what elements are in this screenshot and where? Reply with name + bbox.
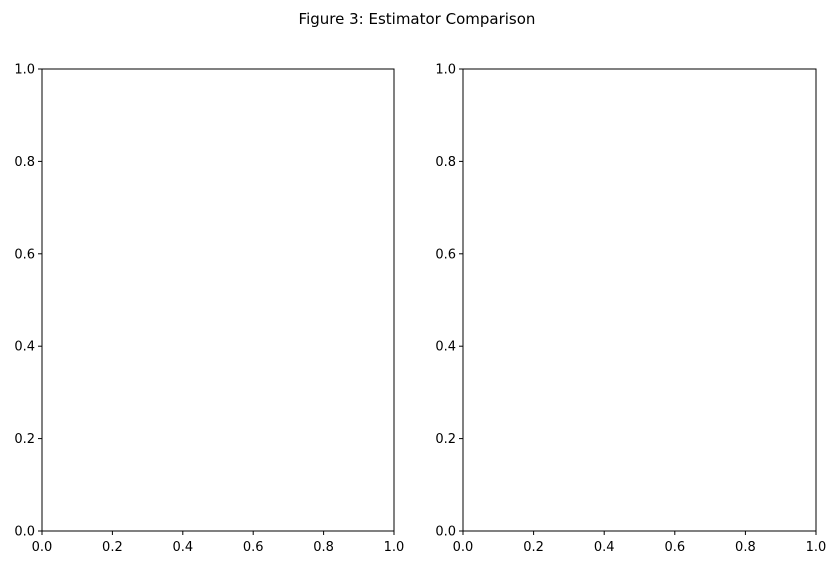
left-y-tick-label: 0.2 (14, 432, 35, 447)
right-x-tick-label: 0.2 (523, 540, 544, 555)
left-x-tick-label: 0.2 (102, 540, 123, 555)
right-y-tick-label: 0.8 (435, 155, 456, 170)
right-x-tick-label: 1.0 (806, 540, 827, 555)
left-y-tick-label: 0.6 (14, 247, 35, 262)
right-y-tick-label: 0.6 (435, 247, 456, 262)
right-x-ticks: 0.0 0.2 0.4 0.6 0.8 1.0 (453, 531, 827, 555)
left-y-tick-label: 0.8 (14, 155, 35, 170)
right-y-tick-label: 0.4 (435, 340, 456, 355)
right-y-tick-label: 0.2 (435, 432, 456, 447)
left-x-tick-label: 0.0 (32, 540, 53, 555)
right-x-tick-label: 0.8 (735, 540, 756, 555)
right-y-tick-label: 0.0 (435, 525, 456, 540)
left-y-tick-label: 0.0 (14, 525, 35, 540)
left-axes-frame (41, 68, 395, 532)
left-x-tick-label: 0.4 (172, 540, 193, 555)
left-x-tick-label: 0.8 (313, 540, 334, 555)
left-x-tick-label: 1.0 (384, 540, 405, 555)
right-x-tick-label: 0.6 (664, 540, 685, 555)
right-axes: 0.0 0.2 0.4 0.6 0.8 1.0 0.0 0.2 0.4 0.6 0.8 1.0 (435, 63, 826, 556)
left-y-ticks: 0.0 0.2 0.4 0.6 0.8 1.0 (14, 63, 42, 540)
figure-title: Figure 3: Estimator Comparison (299, 10, 536, 28)
right-y-ticks: 0.0 0.2 0.4 0.6 0.8 1.0 (435, 63, 463, 540)
left-x-tick-label: 0.6 (243, 540, 264, 555)
right-x-tick-label: 0.0 (453, 540, 474, 555)
right-axes-frame (462, 68, 817, 532)
right-x-tick-label: 0.4 (594, 540, 615, 555)
left-y-tick-label: 0.4 (14, 340, 35, 355)
left-y-tick-label: 1.0 (14, 63, 35, 78)
right-y-tick-label: 1.0 (435, 63, 456, 78)
left-axes: 0.0 0.2 0.4 0.6 0.8 1.0 0.0 0.2 0.4 0.6 0.8 1.0 (14, 63, 404, 556)
left-x-ticks: 0.0 0.2 0.4 0.6 0.8 1.0 (32, 531, 405, 555)
